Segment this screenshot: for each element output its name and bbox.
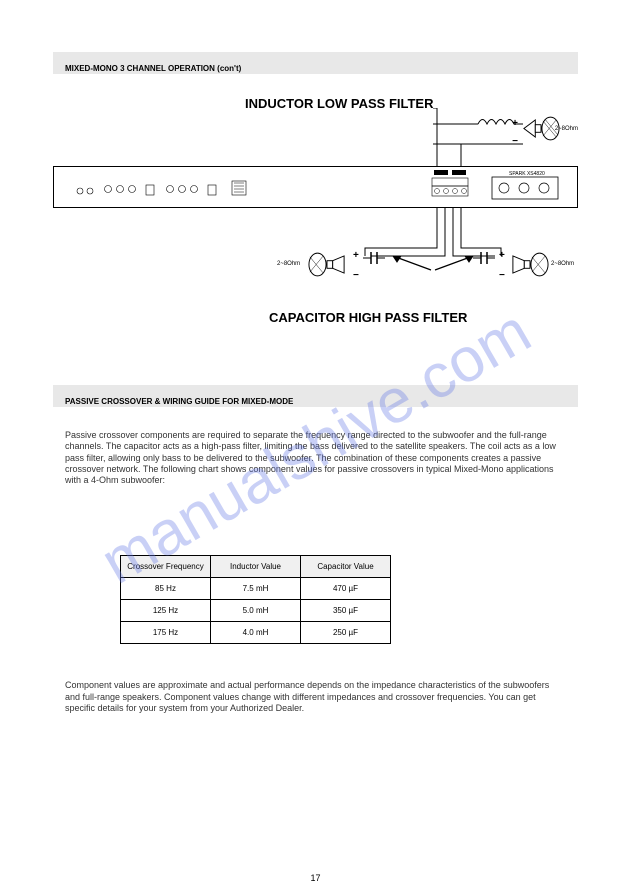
page-number: 17 (310, 873, 320, 883)
table-cell: 470 µF (301, 578, 391, 600)
header-bar-2: PASSIVE CROSSOVER & WIRING GUIDE FOR MIX… (53, 385, 578, 407)
table-cell: 250 µF (301, 622, 391, 644)
table-header: Crossover Frequency (121, 556, 211, 578)
page-container: MIXED-MONO 3 CHANNEL OPERATION (con't) I… (0, 0, 631, 893)
table-cell: 5.0 mH (211, 600, 301, 622)
wiring-diagram: INDUCTOR LOW PASS FILTER + − 2~8Ohm (53, 88, 578, 358)
table-cell: 350 µF (301, 600, 391, 622)
amplifier-unit: SPARK XS4820 (53, 166, 578, 208)
speaker-bottom-left (308, 252, 346, 277)
amp-model-label: SPARK XS4820 (509, 171, 545, 177)
table-cell: 7.5 mH (211, 578, 301, 600)
inductor-title: INDUCTOR LOW PASS FILTER (245, 96, 434, 111)
table-row: 175 Hz 4.0 mH 250 µF (121, 622, 391, 644)
section-header-1: MIXED-MONO 3 CHANNEL OPERATION (con't) (65, 64, 241, 73)
speaker-right-ohm: 2~8Ohm (551, 261, 574, 267)
crossover-spec-table: Crossover Frequency Inductor Value Capac… (120, 555, 391, 644)
table-header: Capacitor Value (301, 556, 391, 578)
table-cell: 85 Hz (121, 578, 211, 600)
capacitor-title: CAPACITOR HIGH PASS FILTER (269, 310, 467, 325)
speaker-bottom-right (511, 252, 549, 277)
bottom-paragraph: Component values are approximate and act… (65, 680, 565, 715)
plus-sign: + (499, 250, 505, 261)
table-cell: 125 Hz (121, 600, 211, 622)
table-cell: 4.0 mH (211, 622, 301, 644)
section-header-2: PASSIVE CROSSOVER & WIRING GUIDE FOR MIX… (65, 397, 293, 406)
minus-sign: − (353, 270, 359, 281)
minus-sign: − (499, 270, 505, 281)
table-cell: 175 Hz (121, 622, 211, 644)
plus-sign: + (353, 250, 359, 261)
table-row: 125 Hz 5.0 mH 350 µF (121, 600, 391, 622)
table-row: 85 Hz 7.5 mH 470 µF (121, 578, 391, 600)
amp-panel-icon: SPARK XS4820 (54, 167, 579, 209)
speaker-left-ohm: 2~8Ohm (277, 261, 300, 267)
header-bar-1: MIXED-MONO 3 CHANNEL OPERATION (con't) (53, 52, 578, 74)
table-header: Inductor Value (211, 556, 301, 578)
middle-paragraph: Passive crossover components are require… (65, 430, 565, 486)
